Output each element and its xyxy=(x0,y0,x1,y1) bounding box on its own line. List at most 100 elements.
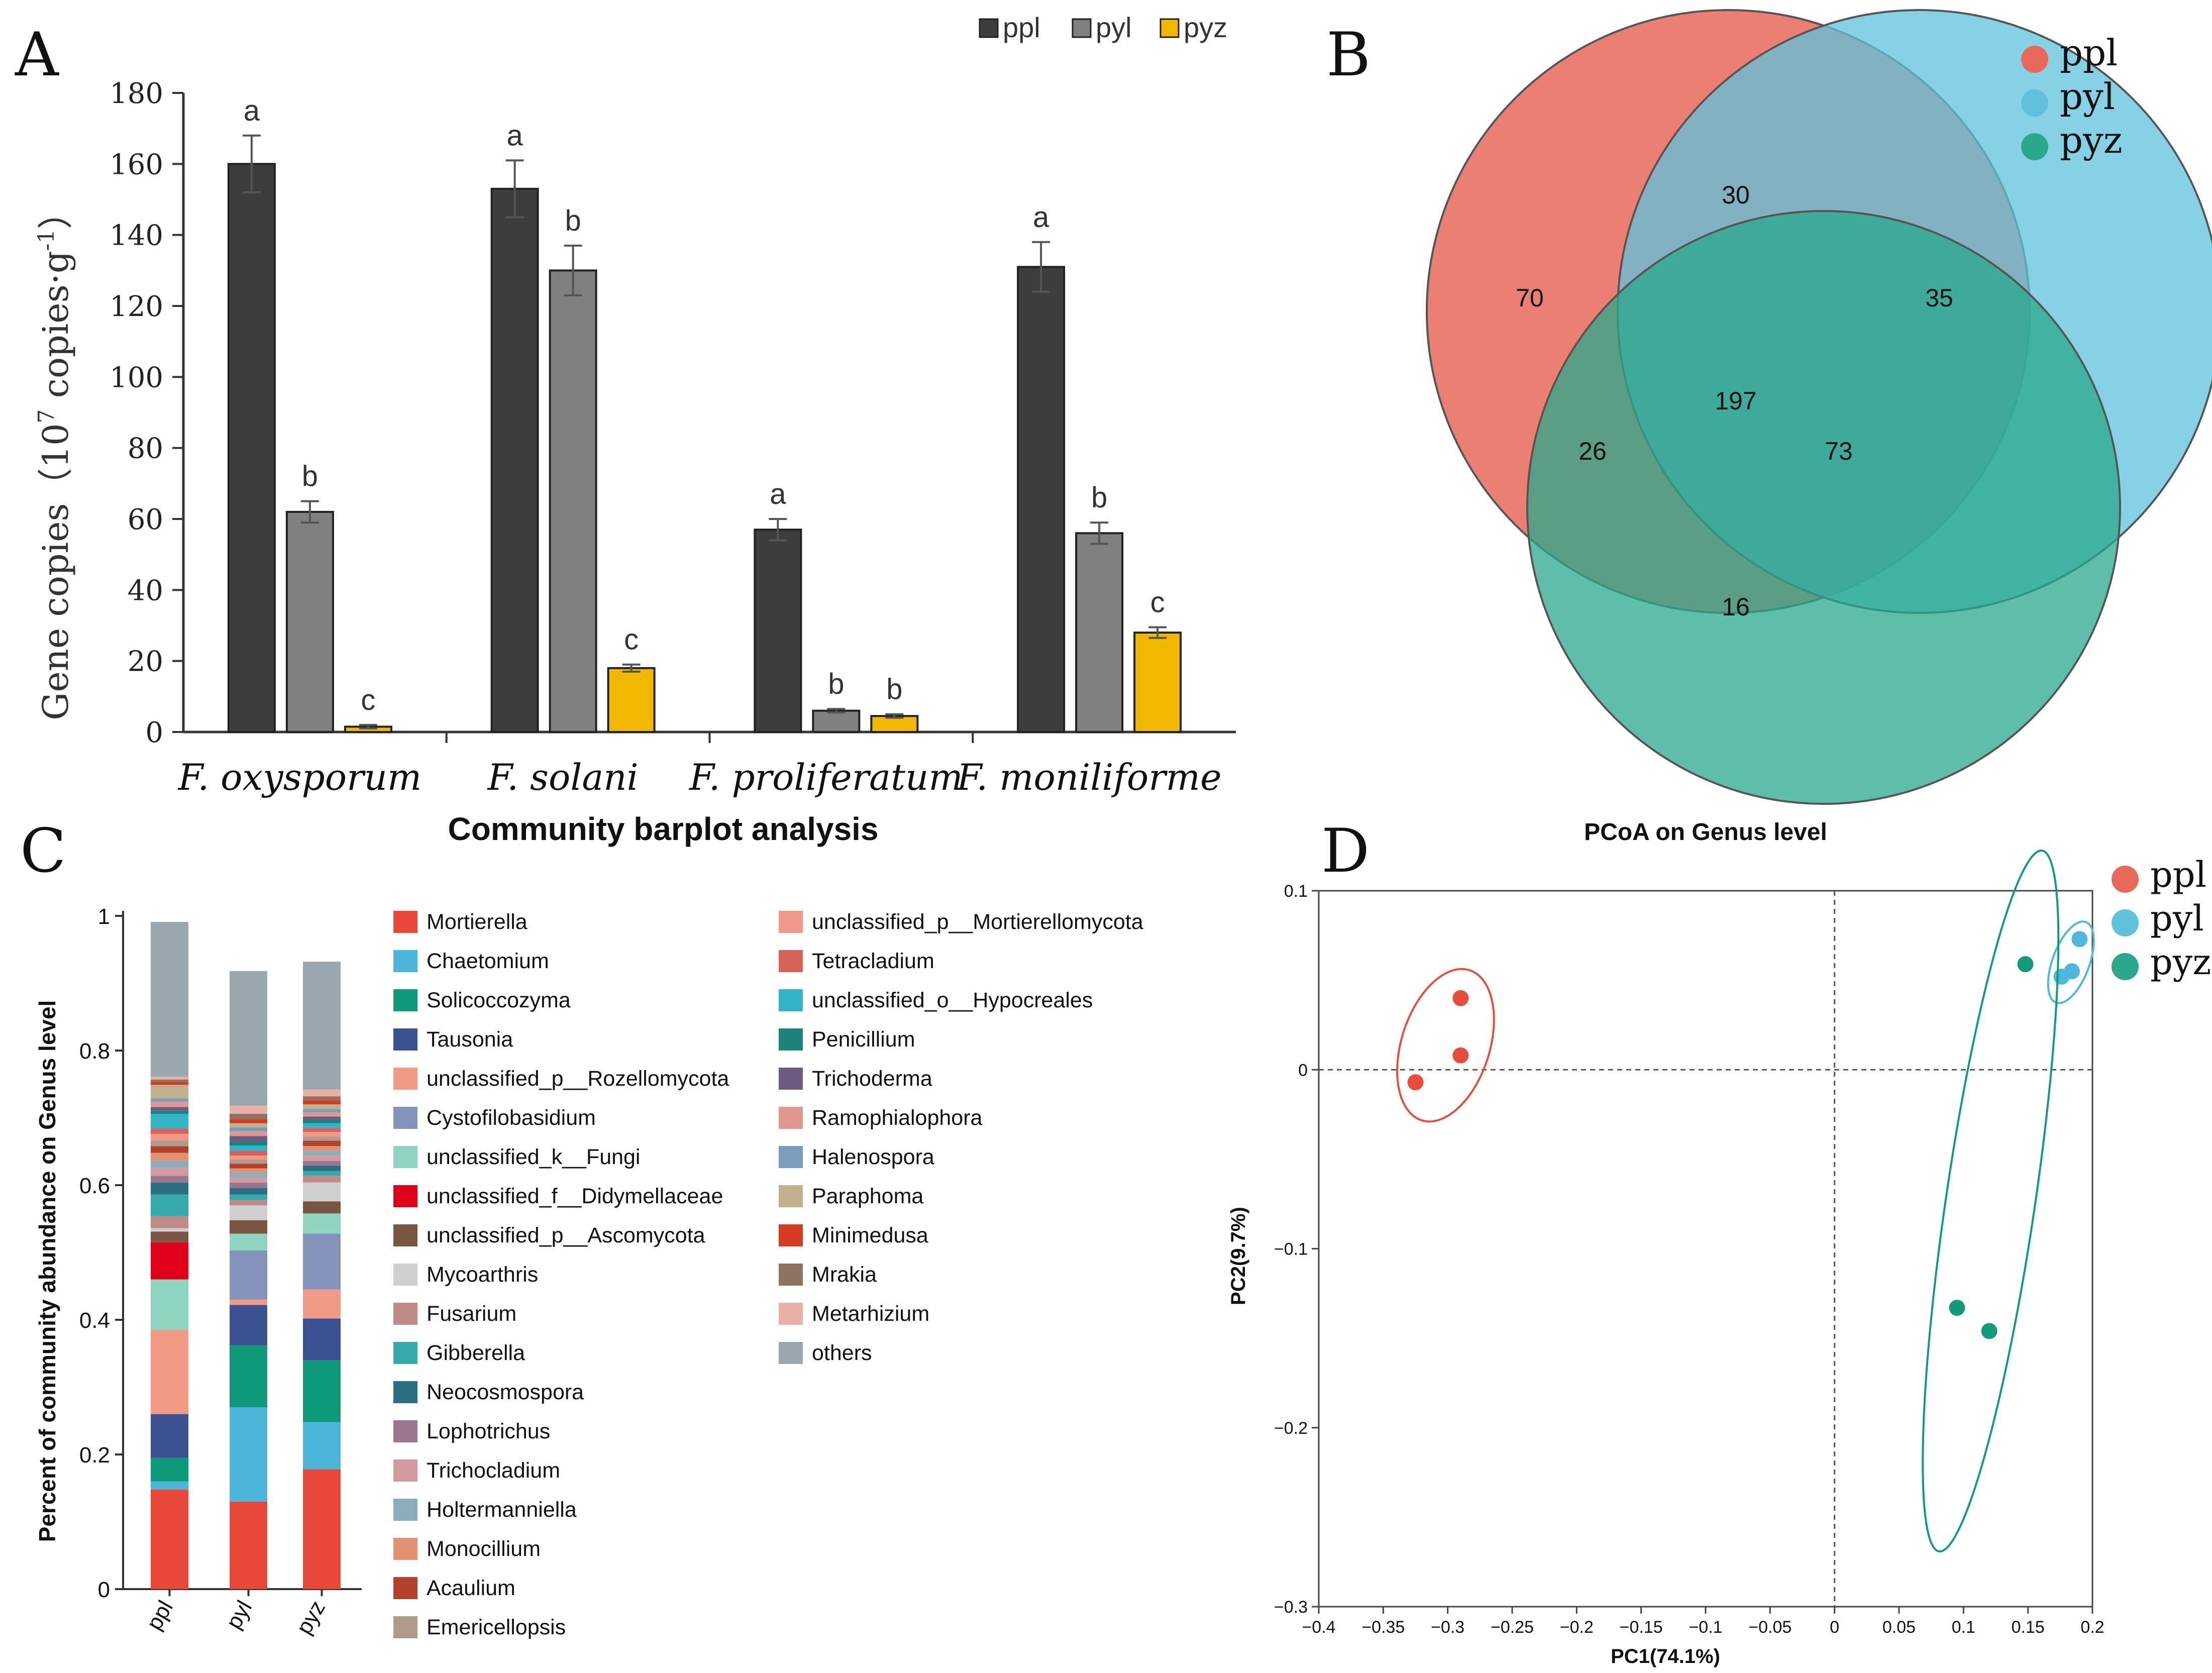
legend-swatch xyxy=(779,1264,803,1286)
stack-segment-Solicoccozyma xyxy=(151,1457,188,1482)
legend-swatch-pyl xyxy=(1072,18,1092,38)
legend-swatch xyxy=(779,1342,803,1364)
ylabel-main: Gene copies（10 xyxy=(35,424,76,720)
stack-segment-Metarhizium xyxy=(303,1089,341,1097)
stack-segment-unclassified_p__Ascomycota xyxy=(303,1201,341,1214)
stack-segment-Minimedusa xyxy=(303,1100,341,1105)
ellipse-pyz xyxy=(1922,849,2060,1553)
stack-segment-Monocillium xyxy=(151,1153,188,1161)
x-tick-label: −0.15 xyxy=(1620,1618,1663,1637)
stack-segment-Fusarium xyxy=(230,1200,267,1206)
point-pyz xyxy=(1981,1323,1997,1339)
legend-label: Lophotrichus xyxy=(427,1419,550,1443)
svg-text:Gene copies（107 copies·g-1）: Gene copies（107 copies·g-1） xyxy=(34,194,76,720)
stack-segment-Mrakia xyxy=(230,1113,267,1119)
stack-segment-Cystofilobasidium xyxy=(303,1233,341,1290)
panel-d-plot xyxy=(1396,849,2095,1553)
legend-swatch xyxy=(779,1028,803,1051)
significance-letter: b xyxy=(565,204,581,237)
stack-segment-Emericellopsis xyxy=(303,1136,341,1141)
legend-swatch xyxy=(779,1224,803,1246)
stack-segment-Holtermanniella xyxy=(151,1161,188,1168)
stack-segment-Solicoccozyma xyxy=(230,1345,267,1408)
legend-label-pyz: pyz xyxy=(2060,119,2123,161)
legend-dot-pyl xyxy=(2021,89,2048,117)
panel-d-axes: −0.4 −0.35 −0.3 −0.25 −0.2 −0.15 −0.1 −0.05 0 0.0… xyxy=(1274,882,2104,1637)
legend-label-pyl: pyl xyxy=(2150,898,2204,939)
legend-swatch xyxy=(779,1303,803,1325)
x-category-label: F. solani xyxy=(487,756,639,798)
legend-swatch xyxy=(393,1185,417,1207)
stack-segment-Tetracladium xyxy=(230,1151,267,1156)
stack-segment-Cystofilobasidium xyxy=(230,1250,267,1300)
legend-label-ppl: ppl xyxy=(2150,854,2206,895)
stack-segment-Monocillium xyxy=(230,1168,267,1173)
legend-swatch xyxy=(779,1185,803,1207)
significance-letter: a xyxy=(506,119,523,152)
stack-segment-Mycoarthris xyxy=(151,1228,188,1232)
stack-segment-unclassified_o__Hypocreales xyxy=(151,1113,188,1129)
stack-segment-Trichocladium xyxy=(230,1178,267,1183)
legend-swatch xyxy=(393,1303,417,1325)
legend-label: Tetracladium xyxy=(812,949,934,973)
bar-pyl xyxy=(1075,532,1124,734)
stack-segment-Gibberella xyxy=(303,1171,341,1176)
legend-swatch xyxy=(779,1107,803,1129)
panel-d: D PCoA on Genus level PC1(74.1%) PC2(9.7… xyxy=(1227,816,2211,1667)
stack-segment-Holtermanniella xyxy=(303,1151,341,1156)
y-tick-label: −0.3 xyxy=(1274,1598,1308,1617)
stack-segment-Halenospora xyxy=(151,1098,188,1102)
legend-swatch xyxy=(393,1068,417,1090)
x-tick-label: −0.4 xyxy=(1302,1618,1335,1637)
stack-segment-unclassified_k__Fungi xyxy=(303,1213,341,1234)
x-tick-label: −0.05 xyxy=(1748,1618,1792,1637)
stack-segment-Minimedusa xyxy=(230,1119,267,1123)
bar-ppl xyxy=(227,163,276,733)
legend-dot-ppl xyxy=(2112,866,2139,893)
legend-swatch xyxy=(393,1381,417,1403)
stack-segment-unclassified_k__Fungi xyxy=(151,1279,188,1330)
panel-b-legend: ppl pyl pyz xyxy=(2021,32,2123,161)
stack-segment-Paraphoma xyxy=(230,1123,267,1127)
panel-d-ylabel-wrap: PC2(9.7%) xyxy=(1227,1207,1249,1305)
x-tick-label: 0.05 xyxy=(1882,1618,1916,1637)
stack-segment-Trichoderma xyxy=(151,1107,188,1111)
legend-label-pyl: pyl xyxy=(2060,75,2115,118)
panel-b-letter: B xyxy=(1326,20,1371,90)
panel-c-bars xyxy=(151,922,341,1589)
x-tick-label: −0.1 xyxy=(1689,1618,1722,1637)
stack-segment-Holtermanniella xyxy=(230,1172,267,1178)
panel-d-ylabel: PC2(9.7%) xyxy=(1227,1207,1249,1305)
legend-swatch xyxy=(393,1616,417,1638)
stack-segment-Tausonia xyxy=(151,1414,188,1458)
stack-segment-Ramophialophora xyxy=(230,1131,267,1136)
significance-letter: b xyxy=(828,668,844,700)
panel-a: A ppl pyl pyz 0 20 40 60 80 100 120 140 160 180 F. o… xyxy=(15,12,1236,798)
point-pyz xyxy=(1949,1300,1965,1316)
legend-dot-pyz xyxy=(2112,953,2139,980)
y-tick-label: 120 xyxy=(110,290,163,323)
y-tick-label: 140 xyxy=(110,220,163,252)
stack-segment-Tausonia xyxy=(303,1318,341,1361)
ellipse-ppl xyxy=(1396,968,1495,1123)
stack-segment-unclassified_p__Ascomycota xyxy=(230,1220,267,1234)
legend-label: Monocillium xyxy=(427,1537,541,1561)
panel-c-letter: C xyxy=(20,816,66,886)
bar-pyl xyxy=(285,510,334,733)
ylabel-end: ） xyxy=(35,194,76,229)
y-tick-label: 20 xyxy=(128,646,163,678)
stack-segment-unclassified_p__Ascomycota xyxy=(151,1231,188,1242)
stack-segment-Mrakia xyxy=(151,1079,188,1082)
legend-label: others xyxy=(812,1341,872,1365)
legend-label: Halenospora xyxy=(812,1145,934,1169)
stack-segment-Metarhizium xyxy=(151,1077,188,1080)
legend-swatch xyxy=(393,950,417,972)
legend-label: Metarhizium xyxy=(812,1302,929,1326)
legend-swatch xyxy=(393,1499,417,1521)
stack-segment-Fusarium xyxy=(151,1216,188,1228)
y-tick-label: 0.4 xyxy=(79,1308,110,1333)
panel-c-ylabel: Percent of community abundance on Genus … xyxy=(34,1000,60,1542)
stack-segment-Emericellopsis xyxy=(230,1160,267,1164)
y-tick-label: 60 xyxy=(128,503,163,536)
point-pyz xyxy=(2017,956,2034,973)
